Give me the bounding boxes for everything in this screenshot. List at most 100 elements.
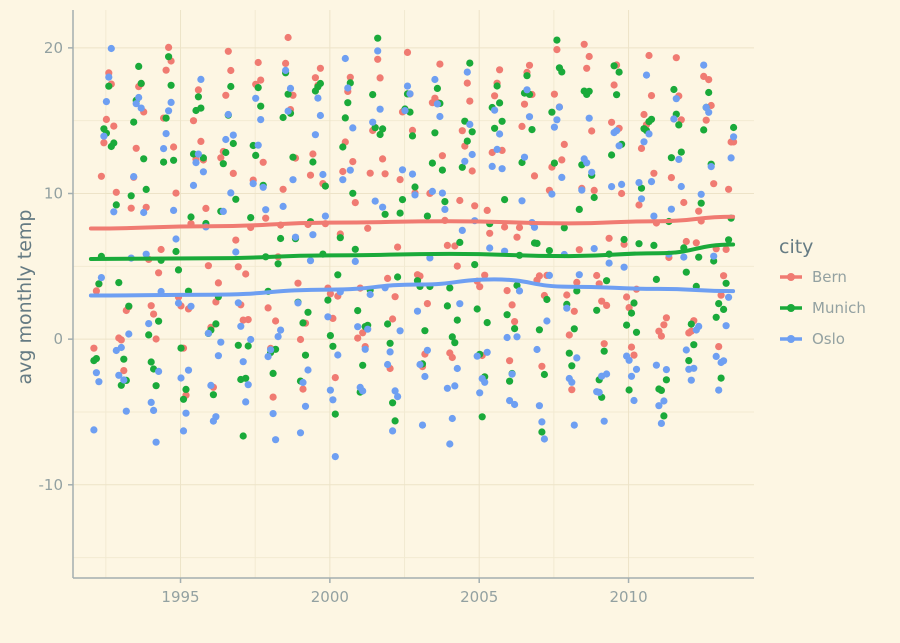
data-point — [471, 202, 479, 210]
data-point — [174, 299, 183, 307]
data-point — [647, 92, 656, 100]
data-point — [304, 366, 312, 374]
data-point — [326, 386, 334, 394]
data-point — [456, 196, 464, 205]
data-point — [565, 331, 573, 339]
data-point — [242, 398, 250, 406]
data-point — [386, 339, 394, 347]
data-point — [568, 362, 576, 370]
data-point — [160, 158, 168, 166]
data-point — [700, 126, 708, 134]
data-point — [558, 156, 566, 164]
legend-key-point — [787, 335, 795, 343]
data-point — [244, 316, 252, 324]
data-point — [623, 321, 631, 329]
data-point — [309, 158, 317, 166]
data-point — [284, 107, 292, 115]
data-point — [615, 142, 623, 150]
data-point — [224, 47, 232, 55]
data-point — [583, 64, 591, 72]
data-point — [329, 342, 337, 350]
data-point — [590, 186, 598, 194]
data-point — [339, 143, 347, 151]
data-point — [730, 133, 738, 141]
data-point — [473, 305, 481, 313]
data-point — [396, 327, 404, 335]
data-point — [306, 171, 315, 179]
data-point — [306, 257, 315, 265]
data-point — [97, 172, 105, 180]
data-point — [662, 376, 671, 384]
data-point — [687, 376, 695, 384]
data-point — [535, 326, 544, 334]
data-point — [458, 127, 466, 135]
y-tick-label: 10 — [44, 185, 63, 203]
data-point — [389, 399, 397, 407]
data-point — [491, 124, 499, 132]
data-point — [411, 191, 419, 199]
data-point — [657, 386, 666, 394]
data-point — [543, 295, 551, 304]
data-point — [496, 130, 504, 138]
x-tick-label: 2000 — [311, 588, 349, 606]
data-point — [194, 93, 202, 101]
data-point — [197, 137, 205, 145]
data-point — [637, 144, 646, 152]
data-point — [115, 371, 123, 379]
data-point — [359, 361, 367, 369]
data-point — [680, 253, 688, 261]
data-point — [117, 336, 125, 344]
data-point — [254, 58, 262, 67]
data-point — [715, 386, 723, 394]
data-point — [284, 33, 292, 42]
data-point — [162, 114, 170, 122]
series-points-oslo — [90, 44, 738, 461]
data-point — [585, 114, 593, 122]
data-point — [351, 199, 359, 207]
data-point — [625, 304, 633, 312]
data-point — [548, 190, 556, 198]
data-point — [349, 124, 357, 132]
data-point — [501, 223, 509, 231]
legend-label: Oslo — [812, 330, 845, 348]
legend-item-munich: Munich — [780, 299, 866, 317]
data-point — [179, 427, 188, 435]
data-point — [458, 163, 466, 171]
data-point — [672, 54, 680, 62]
data-point — [635, 201, 643, 209]
data-point — [112, 201, 120, 209]
data-points — [90, 33, 738, 461]
data-point — [162, 66, 170, 74]
data-point — [593, 271, 601, 280]
legend-key-point — [787, 273, 795, 281]
data-point — [491, 92, 499, 100]
data-point — [715, 343, 723, 351]
data-point — [279, 185, 287, 193]
data-point — [339, 167, 347, 176]
data-point — [194, 86, 202, 94]
data-point — [224, 110, 232, 119]
data-point — [660, 397, 668, 405]
data-point — [269, 393, 277, 401]
data-point — [334, 271, 342, 279]
data-point — [660, 412, 668, 420]
data-point — [585, 87, 593, 95]
data-point — [493, 82, 501, 90]
data-point — [214, 352, 222, 360]
data-point — [590, 245, 598, 253]
data-point — [436, 112, 444, 121]
data-point — [354, 323, 362, 331]
data-point — [428, 159, 436, 167]
data-point — [545, 247, 554, 255]
data-point — [304, 308, 312, 316]
data-point — [391, 387, 399, 395]
data-point — [316, 111, 324, 120]
data-point — [361, 345, 369, 353]
data-point — [496, 66, 504, 74]
data-point — [451, 339, 459, 347]
data-point — [448, 414, 456, 423]
data-point — [92, 355, 100, 363]
data-point — [443, 241, 451, 249]
data-point — [446, 284, 454, 292]
data-point — [321, 212, 329, 220]
